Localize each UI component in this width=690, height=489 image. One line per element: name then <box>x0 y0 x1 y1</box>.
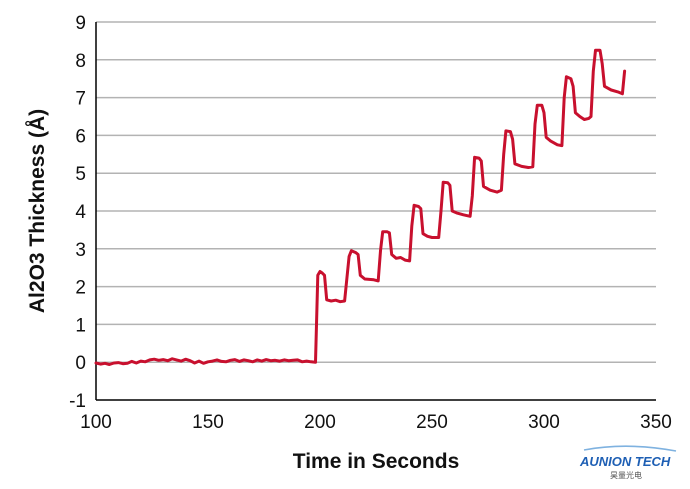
y-tick-label: 9 <box>75 13 86 34</box>
chart-axes <box>95 22 656 401</box>
x-tick-label: 150 <box>192 412 224 433</box>
x-tick-label: 200 <box>304 412 336 433</box>
logo-text: AUNION TECH <box>579 454 671 469</box>
y-tick-label: 2 <box>75 278 86 299</box>
y-tick-label: 1 <box>75 315 86 336</box>
x-tick-label: 100 <box>80 412 112 433</box>
y-tick-labels: -1 0 1 2 3 4 5 6 7 8 9 <box>69 13 86 412</box>
y-tick-label: 3 <box>75 240 86 261</box>
grid-lines <box>96 21 656 363</box>
x-tick-label: 250 <box>416 412 448 433</box>
company-logo: AUNION TECH 昊量光电 <box>579 445 677 480</box>
series-line <box>94 48 627 366</box>
y-tick-label: 7 <box>75 89 86 110</box>
x-tick-label: 300 <box>528 412 560 433</box>
y-tick-label: 6 <box>75 126 86 147</box>
x-tick-labels: 100 150 200 250 300 350 <box>80 412 672 433</box>
logo-subtext: 昊量光电 <box>610 470 642 480</box>
y-tick-label: 0 <box>75 353 86 374</box>
y-tick-label: -1 <box>69 391 86 412</box>
logo-swoosh-icon <box>583 445 677 452</box>
y-axis-title: Al2O3 Thickness (Å) <box>25 109 49 313</box>
y-tick-label: 4 <box>75 202 86 223</box>
x-tick-label: 350 <box>640 412 672 433</box>
x-axis-title: Time in Seconds <box>293 450 460 473</box>
y-tick-label: 5 <box>75 164 86 185</box>
y-tick-label: 8 <box>75 51 86 72</box>
